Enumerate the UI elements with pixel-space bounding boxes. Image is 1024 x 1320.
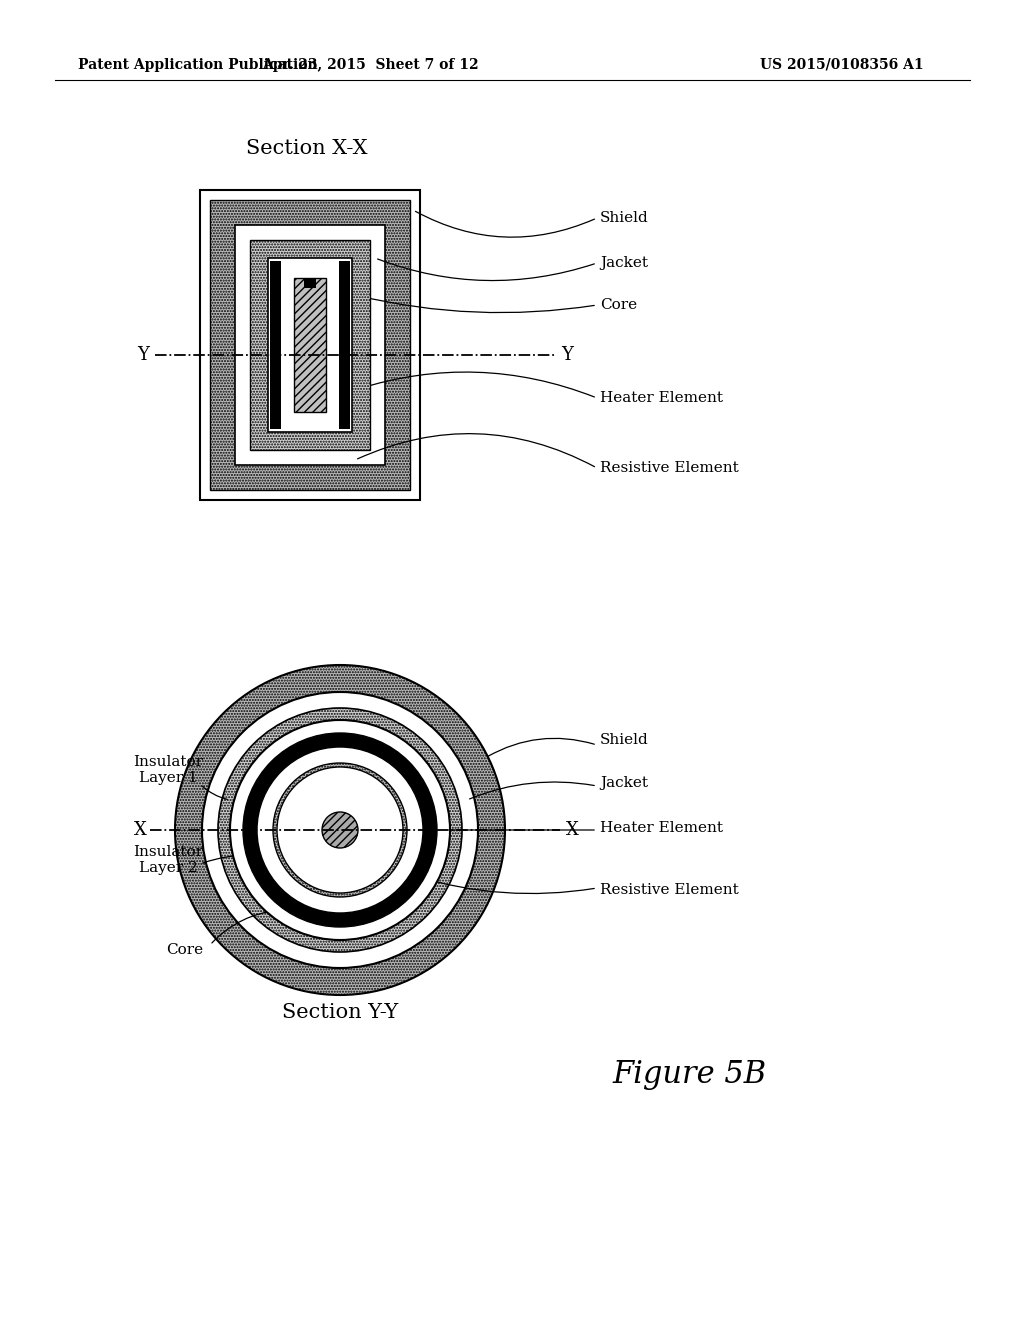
Text: Y: Y: [561, 346, 573, 364]
Circle shape: [202, 692, 478, 968]
Text: X: X: [565, 821, 579, 840]
Bar: [234, 224, 385, 465]
Text: Resistive Element: Resistive Element: [600, 461, 738, 475]
Text: Y: Y: [137, 346, 148, 364]
Text: Section Y-Y: Section Y-Y: [282, 1002, 398, 1022]
Text: Shield: Shield: [600, 211, 649, 224]
Circle shape: [273, 763, 407, 898]
Circle shape: [175, 665, 505, 995]
Text: Layer 2: Layer 2: [138, 861, 198, 875]
Bar: [304, 279, 316, 288]
Text: Figure 5B: Figure 5B: [613, 1060, 767, 1090]
Text: Core: Core: [167, 942, 204, 957]
Text: Insulator: Insulator: [133, 845, 203, 859]
Text: X: X: [133, 821, 146, 840]
Text: US 2015/0108356 A1: US 2015/0108356 A1: [760, 58, 924, 73]
Circle shape: [218, 708, 462, 952]
Text: Patent Application Publication: Patent Application Publication: [78, 58, 317, 73]
Bar: [270, 261, 281, 429]
Bar: [250, 240, 370, 450]
Bar: [210, 201, 410, 490]
Text: Jacket: Jacket: [600, 776, 648, 789]
Text: Apr. 23, 2015  Sheet 7 of 12: Apr. 23, 2015 Sheet 7 of 12: [262, 58, 478, 73]
Bar: [294, 279, 326, 412]
Circle shape: [230, 719, 450, 940]
Circle shape: [278, 767, 403, 894]
Bar: [339, 261, 350, 429]
Text: Core: Core: [600, 298, 637, 312]
Text: Insulator: Insulator: [133, 755, 203, 770]
Circle shape: [243, 733, 437, 927]
Text: Layer 1: Layer 1: [138, 771, 198, 785]
Bar: [200, 190, 420, 500]
Text: Shield: Shield: [600, 733, 649, 747]
Text: Heater Element: Heater Element: [600, 821, 723, 836]
Circle shape: [322, 812, 358, 847]
Text: Heater Element: Heater Element: [600, 391, 723, 405]
Circle shape: [257, 747, 423, 913]
Text: Jacket: Jacket: [600, 256, 648, 271]
Text: Section X-X: Section X-X: [246, 139, 368, 157]
Text: Resistive Element: Resistive Element: [600, 883, 738, 898]
Bar: [268, 257, 352, 432]
